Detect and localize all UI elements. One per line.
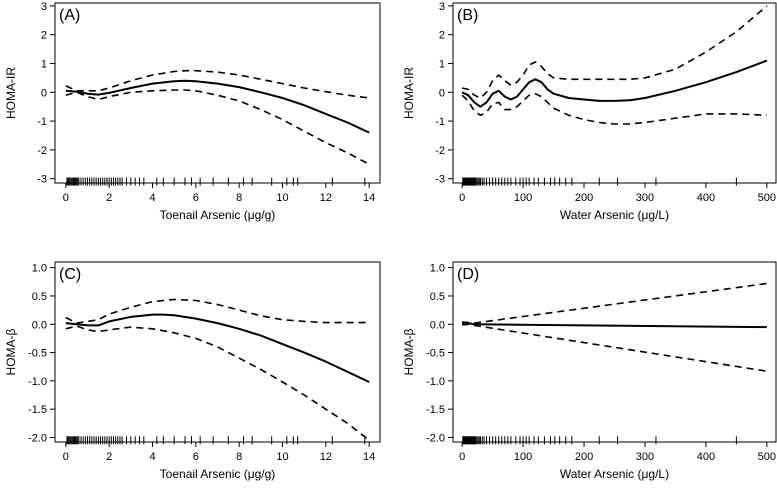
x-tick-label-d-0: 0 [459, 451, 465, 463]
x-tick-label-a-2: 4 [149, 192, 155, 204]
y-axis-title-a: HOMA-IR [4, 67, 18, 119]
lower-ci-line-d [462, 323, 768, 372]
y-tick-label-a-3: 0 [41, 87, 47, 99]
panel-d: (D) 0 100 200 300 400 500 -2.0 -1.5 -1.0 -0.5 0.0 0.… [402, 261, 777, 481]
y-tick-label-a-6: 3 [41, 1, 47, 13]
x-tick-label-d-3: 300 [636, 451, 654, 463]
x-tick-label-b-4: 400 [697, 192, 715, 204]
x-tick-label-b-5: 500 [758, 192, 776, 204]
y-tick-label-d-5: 0.5 [430, 291, 445, 303]
y-axis-title-c: HOMA-β [4, 328, 18, 375]
upper-ci-line-d [462, 282, 768, 324]
x-tick-label-c-0: 0 [63, 451, 69, 463]
x-tick-label-c-1: 2 [106, 451, 112, 463]
estimate-line-d [461, 321, 767, 329]
y-tick-label-b-6: 3 [439, 1, 445, 13]
x-tick-label-b-2: 200 [575, 192, 593, 204]
estimate-line-c [65, 313, 370, 383]
plot-frame-b [452, 2, 777, 184]
y-tick-label-c-5: 0.5 [32, 291, 47, 303]
y-tick-label-a-5: 2 [41, 30, 47, 42]
x-axis-title-b: Water Arsenic (μg/L) [560, 208, 669, 222]
y-tick-label-d-1: -1.5 [426, 404, 445, 416]
x-tick-label-a-1: 2 [106, 192, 112, 204]
x-tick-label-c-5: 10 [276, 451, 288, 463]
y-tick-label-c-2: -1.0 [28, 376, 47, 388]
y-tick-label-b-2: -1 [435, 116, 445, 128]
panel-c: (C) 0 2 4 6 8 10 12 14 -2.0 -1.5 -1.0 -0.5 0.0 0.5 1.0 T… [4, 261, 381, 481]
y-tick-label-c-0: -2.0 [28, 432, 47, 444]
y-axis-title-b: HOMA-IR [402, 67, 416, 119]
panel-b: (B) 0 100 200 300 400 500 -3 -2 -1 0 1 2 3 Water Arsen… [402, 1, 777, 222]
panel-label-d: (D) [457, 266, 479, 283]
x-tick-label-a-3: 6 [193, 192, 199, 204]
y-tick-label-b-1: -2 [435, 145, 445, 157]
y-tick-label-a-1: -2 [37, 145, 47, 157]
y-tick-label-b-5: 2 [439, 30, 445, 42]
panel-label-a: (A) [59, 7, 80, 24]
x-tick-label-b-3: 300 [636, 192, 654, 204]
estimate-line-b [461, 59, 768, 108]
y-tick-label-a-0: -3 [37, 174, 47, 186]
x-tick-label-c-2: 4 [149, 451, 155, 463]
y-tick-label-d-4: 0.0 [430, 319, 445, 331]
x-tick-label-c-4: 8 [236, 451, 242, 463]
x-axis-title-c: Toenail Arsenic (μg/g) [160, 467, 276, 481]
x-tick-label-c-3: 6 [193, 451, 199, 463]
y-tick-label-a-2: -1 [37, 116, 47, 128]
plot-frame-d [452, 261, 777, 443]
lower-ci-line-b [461, 92, 767, 125]
x-tick-label-d-2: 200 [575, 451, 593, 463]
x-tick-label-a-5: 10 [276, 192, 288, 204]
x-tick-label-b-1: 100 [514, 192, 532, 204]
y-tick-label-c-3: -0.5 [28, 348, 47, 360]
y-tick-label-b-0: -3 [435, 174, 445, 186]
x-tick-label-a-7: 14 [363, 192, 375, 204]
x-axis-title-d: Water Arsenic (μg/L) [560, 467, 669, 481]
y-tick-label-b-4: 1 [439, 58, 445, 70]
x-axis-title-a: Toenail Arsenic (μg/g) [160, 208, 276, 222]
x-tick-label-d-4: 400 [697, 451, 715, 463]
y-tick-label-d-6: 1.0 [430, 263, 445, 275]
panel-label-b: (B) [457, 7, 478, 24]
lower-ci-line-a [65, 89, 370, 166]
y-tick-label-d-0: -2.0 [426, 432, 445, 444]
y-tick-label-d-3: -0.5 [426, 348, 445, 360]
y-tick-label-a-4: 1 [41, 58, 47, 70]
panel-label-c: (C) [59, 266, 81, 283]
y-axis-title-d: HOMA-β [402, 328, 416, 375]
y-tick-label-b-3: 0 [439, 87, 445, 99]
y-tick-label-c-4: 0.0 [32, 319, 47, 331]
x-tick-label-c-6: 12 [320, 451, 332, 463]
x-tick-label-d-5: 500 [758, 451, 776, 463]
x-tick-label-c-7: 14 [363, 451, 375, 463]
x-tick-label-a-4: 8 [236, 192, 242, 204]
x-tick-label-a-0: 0 [63, 192, 69, 204]
upper-ci-line-b [461, 5, 768, 99]
x-tick-label-b-0: 0 [459, 192, 465, 204]
plot-frame-c [54, 261, 381, 443]
y-tick-label-c-6: 1.0 [32, 263, 47, 275]
estimate-line-a [65, 79, 370, 134]
y-tick-label-d-2: -1.0 [426, 376, 445, 388]
x-tick-label-d-1: 100 [514, 451, 532, 463]
y-tick-label-c-1: -1.5 [28, 404, 47, 416]
x-tick-label-a-6: 12 [320, 192, 332, 204]
upper-ci-line-c [65, 298, 370, 324]
lower-ci-line-c [65, 325, 370, 441]
plot-frame-a [54, 2, 381, 184]
